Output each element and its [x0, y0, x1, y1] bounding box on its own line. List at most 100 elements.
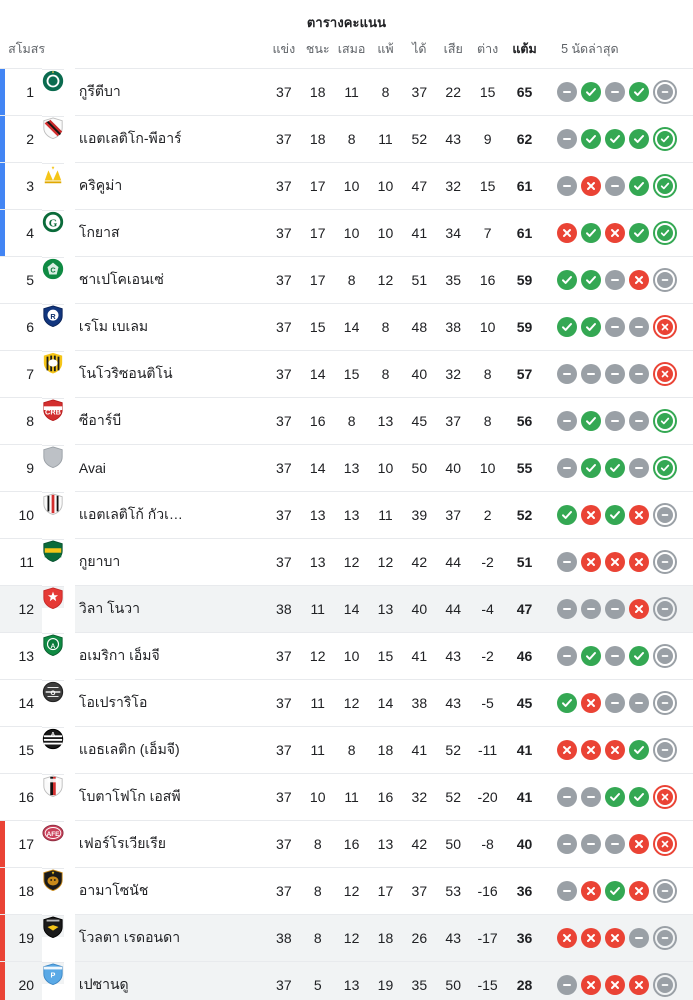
form-win[interactable] — [629, 223, 650, 243]
table-row[interactable]: 11 กูยาบา 37 13 12 12 42 44 -2 51 — [0, 538, 693, 586]
form-win[interactable] — [557, 270, 578, 290]
table-row[interactable]: 15 A แอธเลติก (เอ็มจี) 37 11 8 18 41 52 -11 41 — [0, 726, 693, 774]
form-draw[interactable] — [605, 317, 626, 337]
form-win[interactable] — [605, 129, 626, 149]
form-draw[interactable] — [605, 270, 626, 290]
form-loss[interactable] — [581, 693, 602, 713]
form-loss-latest[interactable] — [653, 315, 678, 339]
form-draw[interactable] — [605, 646, 626, 666]
form-draw[interactable] — [605, 599, 626, 619]
form-draw-latest[interactable] — [653, 926, 678, 950]
form-loss[interactable] — [581, 881, 602, 901]
header-lost[interactable]: แพ้ — [377, 42, 394, 56]
form-win[interactable] — [629, 82, 650, 102]
form-draw[interactable] — [557, 599, 578, 619]
form-draw[interactable] — [557, 82, 578, 102]
form-draw[interactable] — [605, 834, 626, 854]
table-row[interactable]: 6 R เรโม เบเลม 37 15 14 8 48 38 10 59 — [0, 303, 693, 351]
team-name[interactable]: โกยาส — [74, 209, 267, 257]
form-draw[interactable] — [605, 411, 626, 431]
table-row[interactable]: 9 Avai 37 14 13 10 50 40 10 55 — [0, 444, 693, 492]
form-win[interactable] — [629, 740, 650, 760]
form-draw[interactable] — [557, 176, 578, 196]
header-drawn[interactable]: เสมอ — [337, 42, 366, 56]
team-name[interactable]: เฟอร์โรเวียเรีย — [74, 820, 267, 868]
form-loss[interactable] — [629, 270, 650, 290]
table-row[interactable]: 1 กูรีตีบา 37 18 11 8 37 22 15 65 — [0, 68, 693, 116]
table-row[interactable]: 8 CRB ซีอาร์บี 37 16 8 13 45 37 8 56 — [0, 397, 693, 445]
form-loss[interactable] — [629, 834, 650, 854]
form-draw[interactable] — [581, 599, 602, 619]
team-name[interactable]: โนโวริซอนติโน่ — [74, 350, 267, 398]
form-draw[interactable] — [629, 458, 650, 478]
team-name[interactable]: เรโม เบเลม — [74, 303, 267, 351]
form-win[interactable] — [605, 505, 626, 525]
form-draw[interactable] — [557, 411, 578, 431]
form-loss[interactable] — [581, 505, 602, 525]
form-loss[interactable] — [557, 223, 578, 243]
header-goals-against[interactable]: เสีย — [443, 42, 463, 56]
header-points[interactable]: แต้ม — [512, 42, 537, 56]
form-win-latest[interactable] — [653, 456, 678, 480]
form-draw[interactable] — [581, 834, 602, 854]
form-draw-latest[interactable] — [653, 597, 678, 621]
form-draw[interactable] — [629, 693, 650, 713]
form-win[interactable] — [557, 317, 578, 337]
form-loss[interactable] — [629, 975, 650, 995]
form-win[interactable] — [581, 223, 602, 243]
form-draw-latest[interactable] — [653, 268, 678, 292]
form-draw-latest[interactable] — [653, 80, 678, 104]
team-name[interactable]: กูยาบา — [74, 538, 267, 586]
form-win[interactable] — [581, 82, 602, 102]
form-loss[interactable] — [629, 881, 650, 901]
team-name[interactable]: เปซานดู — [74, 961, 267, 1000]
team-name[interactable]: ซีอาร์บี — [74, 397, 267, 445]
form-win[interactable] — [629, 646, 650, 666]
form-draw[interactable] — [557, 129, 578, 149]
table-row[interactable]: 14 O โอเปราริโอ 37 11 12 14 38 43 -5 45 — [0, 679, 693, 727]
form-loss-latest[interactable] — [653, 785, 678, 809]
form-win[interactable] — [629, 129, 650, 149]
form-draw-latest[interactable] — [653, 879, 678, 903]
form-draw[interactable] — [581, 787, 602, 807]
form-win[interactable] — [581, 411, 602, 431]
form-draw[interactable] — [629, 411, 650, 431]
table-row[interactable]: 2 แอตเลติโก-พีอาร์ 37 18 8 11 52 43 9 62 — [0, 115, 693, 163]
form-draw-latest[interactable] — [653, 691, 678, 715]
form-loss-latest[interactable] — [653, 362, 678, 386]
form-win[interactable] — [581, 317, 602, 337]
form-loss[interactable] — [629, 505, 650, 525]
header-won[interactable]: ชนะ — [305, 42, 330, 56]
team-name[interactable]: โอเปราริโอ — [74, 679, 267, 727]
form-draw-latest[interactable] — [653, 738, 678, 762]
table-row[interactable]: 7 โนโวริซอนติโน่ 37 14 15 8 40 32 8 57 — [0, 350, 693, 398]
form-loss-latest[interactable] — [653, 832, 678, 856]
form-loss[interactable] — [581, 740, 602, 760]
form-win[interactable] — [557, 693, 578, 713]
form-draw[interactable] — [557, 834, 578, 854]
form-win-latest[interactable] — [653, 127, 678, 151]
form-draw[interactable] — [605, 176, 626, 196]
form-draw[interactable] — [605, 82, 626, 102]
team-name[interactable]: แอตเลติโก-พีอาร์ — [74, 115, 267, 163]
form-draw-latest[interactable] — [653, 550, 678, 574]
form-win[interactable] — [605, 881, 626, 901]
form-loss[interactable] — [557, 740, 578, 760]
form-draw[interactable] — [629, 364, 650, 384]
form-win[interactable] — [557, 505, 578, 525]
form-loss[interactable] — [605, 552, 626, 572]
team-name[interactable]: โบตาโฟโก เอสพี — [74, 773, 267, 821]
form-draw-latest[interactable] — [653, 973, 678, 997]
form-loss[interactable] — [581, 975, 602, 995]
form-win-latest[interactable] — [653, 409, 678, 433]
team-name[interactable]: แอธเลติก (เอ็มจี) — [74, 726, 267, 774]
team-name[interactable]: แอตเลติโก้ กัวเ… — [74, 491, 267, 539]
form-loss[interactable] — [605, 223, 626, 243]
form-loss[interactable] — [605, 740, 626, 760]
form-draw[interactable] — [629, 317, 650, 337]
form-win[interactable] — [581, 646, 602, 666]
form-loss[interactable] — [581, 176, 602, 196]
form-draw[interactable] — [605, 364, 626, 384]
form-loss[interactable] — [629, 552, 650, 572]
team-name[interactable]: ชาเปโคเอนเซ่ — [74, 256, 267, 304]
